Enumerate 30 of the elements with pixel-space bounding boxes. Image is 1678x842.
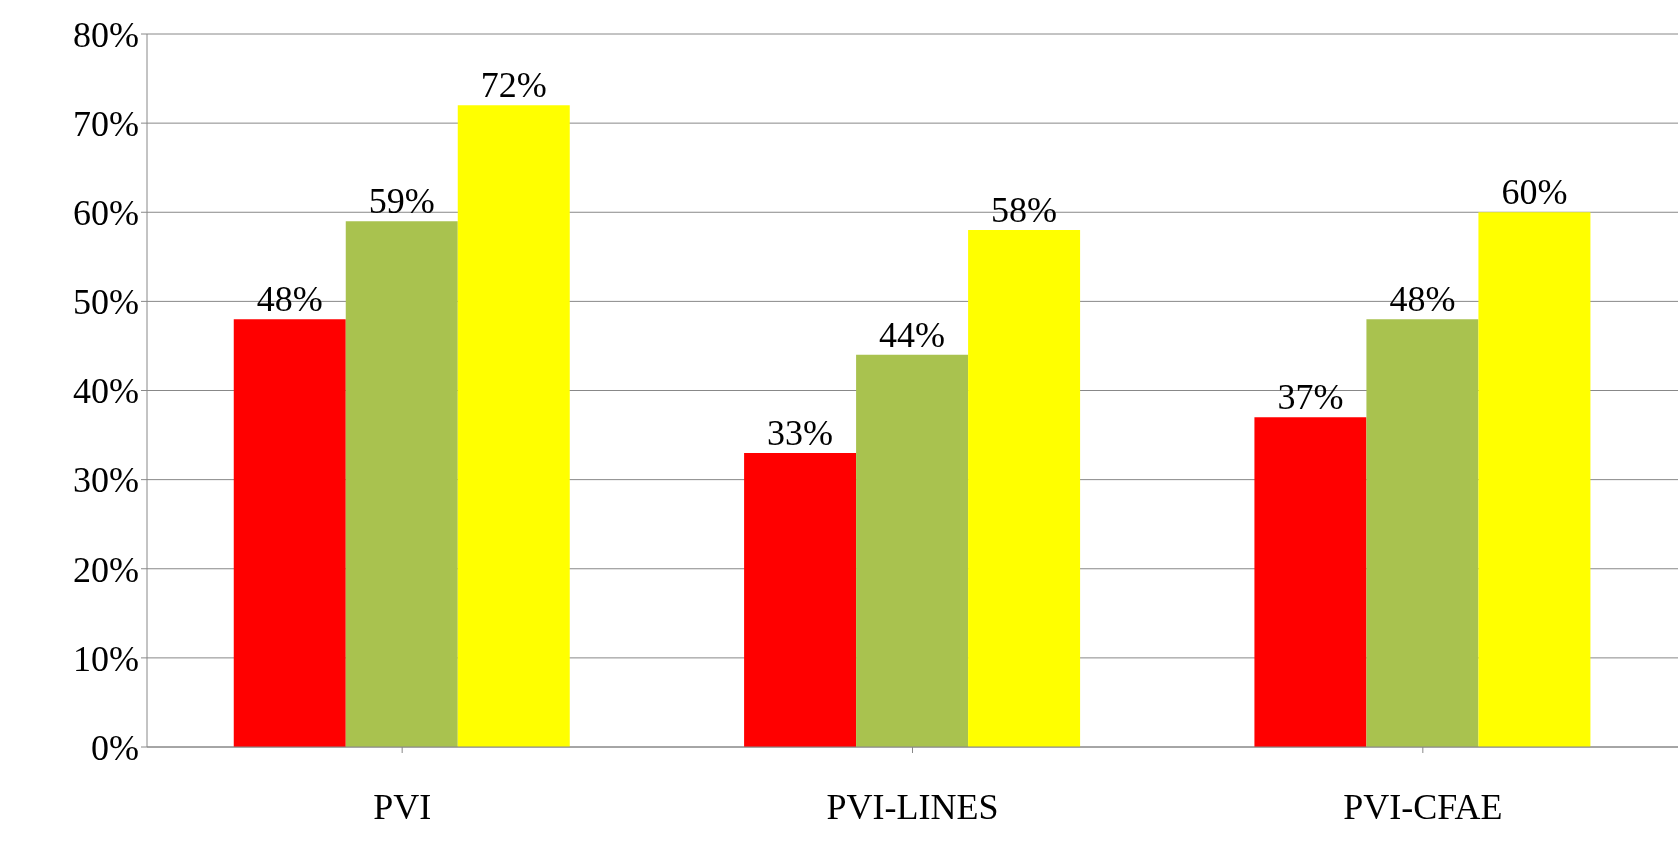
- y-tick-label: 80%: [73, 14, 139, 55]
- bar: [744, 452, 857, 747]
- data-label: 37%: [1277, 377, 1344, 418]
- bar: [1366, 319, 1479, 747]
- data-label: 58%: [991, 190, 1058, 231]
- data-label: 72%: [480, 65, 547, 106]
- y-tick-label: 40%: [73, 371, 139, 412]
- x-tick-label: PVI-LINES: [826, 786, 999, 827]
- y-tick-label: 50%: [73, 282, 139, 323]
- y-tick-label: 10%: [73, 638, 139, 679]
- data-label: 33%: [767, 412, 834, 453]
- bar: [1254, 417, 1367, 747]
- x-tick-label: PVI-CFAE: [1343, 786, 1503, 827]
- data-label: 48%: [256, 279, 323, 320]
- data-label: 60%: [1501, 172, 1568, 213]
- y-tick-label: 20%: [73, 549, 139, 590]
- x-tick-label: PVI: [373, 786, 432, 827]
- y-tick-label: 30%: [73, 460, 139, 501]
- bar: [1478, 212, 1591, 747]
- data-label: 59%: [368, 181, 435, 222]
- bar: [968, 230, 1081, 747]
- y-tick-label: 70%: [73, 103, 139, 144]
- bar: [233, 319, 346, 747]
- bar: [345, 221, 458, 747]
- y-tick-label: 0%: [91, 727, 139, 768]
- y-tick-label: 60%: [73, 193, 139, 234]
- data-label: 44%: [879, 314, 946, 355]
- bar: [856, 354, 969, 747]
- data-label: 48%: [1389, 279, 1456, 320]
- bar: [457, 105, 570, 747]
